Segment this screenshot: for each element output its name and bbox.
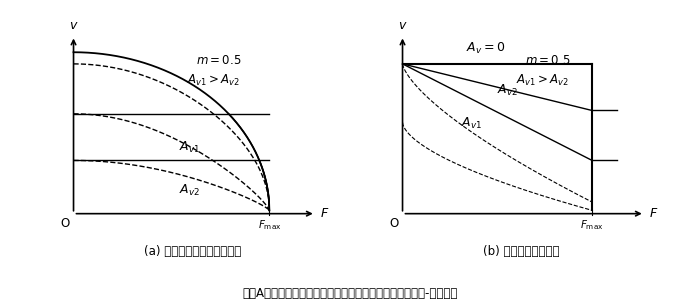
Text: $F$: $F$ [320, 207, 329, 220]
Text: 图　A　　调速阀的进口、出口和旁路节流调速回路的速度-负载曲线: 图 A 调速阀的进口、出口和旁路节流调速回路的速度-负载曲线 [242, 287, 458, 300]
Text: $F$: $F$ [649, 207, 658, 220]
Text: $F_{\rm max}$: $F_{\rm max}$ [580, 219, 604, 233]
Text: $v$: $v$ [69, 19, 78, 32]
Text: $A_{v2}$: $A_{v2}$ [497, 83, 518, 98]
Text: $m=0.5$: $m=0.5$ [196, 54, 241, 67]
Text: $A_{v1}>A_{v2}$: $A_{v1}>A_{v2}$ [516, 73, 569, 88]
Text: $A_{v1}$: $A_{v1}$ [178, 140, 200, 155]
Text: (a) 进口和出口节流调速回路: (a) 进口和出口节流调速回路 [144, 245, 241, 258]
Text: $A_{v1}>A_{v2}$: $A_{v1}>A_{v2}$ [187, 73, 240, 88]
Text: $m=0.5$: $m=0.5$ [525, 54, 570, 67]
Text: $A_{v}=0$: $A_{v}=0$ [466, 41, 505, 56]
Text: $A_{v1}$: $A_{v1}$ [461, 116, 482, 131]
Text: $A_{v2}$: $A_{v2}$ [178, 183, 199, 198]
Text: $v$: $v$ [398, 19, 407, 32]
Text: O: O [60, 217, 70, 230]
Text: (b) 旁路节流调速回路: (b) 旁路节流调速回路 [483, 245, 560, 258]
Text: O: O [389, 217, 399, 230]
Text: $F_{\rm max}$: $F_{\rm max}$ [258, 219, 281, 233]
